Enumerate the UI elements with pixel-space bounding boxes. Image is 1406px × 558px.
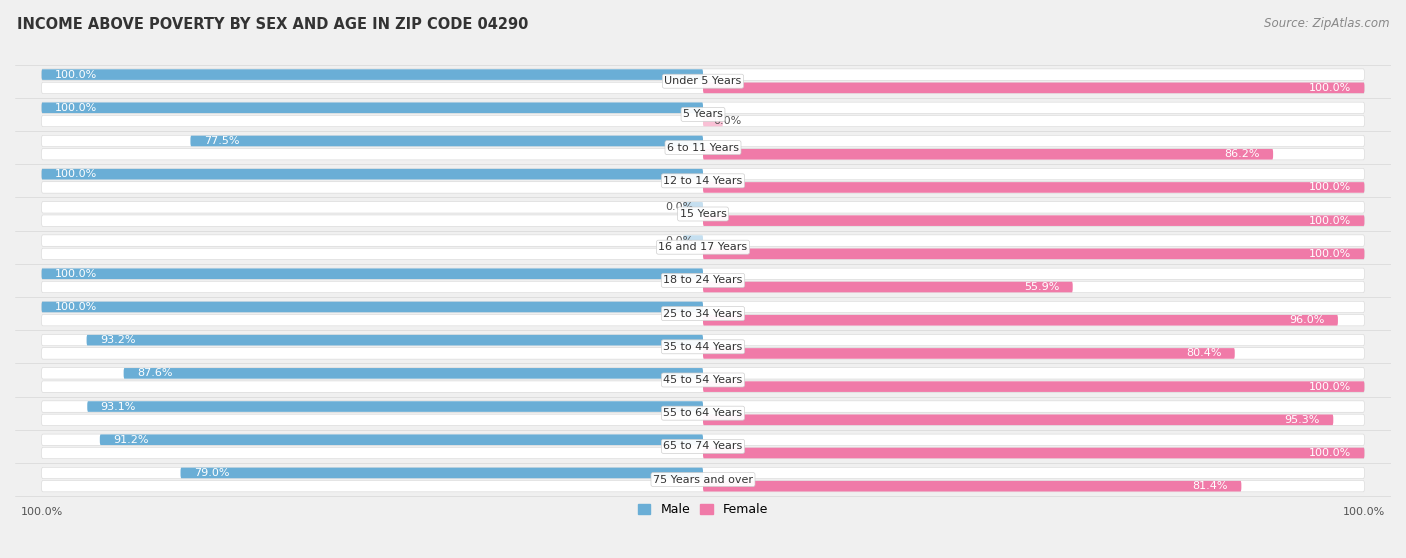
FancyBboxPatch shape — [42, 348, 1364, 359]
Text: 100.0%: 100.0% — [1309, 215, 1351, 225]
Text: Source: ZipAtlas.com: Source: ZipAtlas.com — [1264, 17, 1389, 30]
Text: 12 to 14 Years: 12 to 14 Years — [664, 176, 742, 186]
FancyBboxPatch shape — [42, 248, 1364, 259]
FancyBboxPatch shape — [42, 381, 1364, 392]
FancyBboxPatch shape — [180, 468, 703, 478]
FancyBboxPatch shape — [190, 136, 703, 146]
Text: 100.0%: 100.0% — [55, 302, 97, 312]
FancyBboxPatch shape — [42, 182, 1364, 193]
FancyBboxPatch shape — [42, 102, 1364, 113]
Text: 81.4%: 81.4% — [1192, 481, 1227, 491]
FancyBboxPatch shape — [42, 334, 1364, 346]
FancyBboxPatch shape — [42, 414, 1364, 425]
Text: 93.1%: 93.1% — [100, 402, 136, 412]
FancyBboxPatch shape — [42, 480, 1364, 492]
FancyBboxPatch shape — [87, 335, 703, 345]
FancyBboxPatch shape — [42, 448, 1364, 459]
FancyBboxPatch shape — [42, 301, 1364, 312]
FancyBboxPatch shape — [42, 302, 703, 312]
Text: 96.0%: 96.0% — [1289, 315, 1324, 325]
FancyBboxPatch shape — [683, 235, 703, 246]
FancyBboxPatch shape — [87, 401, 703, 412]
FancyBboxPatch shape — [42, 401, 1364, 412]
Text: 100.0%: 100.0% — [55, 70, 97, 80]
FancyBboxPatch shape — [703, 116, 723, 126]
Text: 45 to 54 Years: 45 to 54 Years — [664, 375, 742, 385]
FancyBboxPatch shape — [703, 83, 1364, 93]
Text: 87.6%: 87.6% — [136, 368, 173, 378]
FancyBboxPatch shape — [703, 149, 1272, 160]
Text: 95.3%: 95.3% — [1285, 415, 1320, 425]
FancyBboxPatch shape — [703, 182, 1364, 193]
FancyBboxPatch shape — [42, 281, 1364, 293]
FancyBboxPatch shape — [100, 435, 703, 445]
Text: 65 to 74 Years: 65 to 74 Years — [664, 441, 742, 451]
Text: 55.9%: 55.9% — [1024, 282, 1060, 292]
FancyBboxPatch shape — [703, 481, 1241, 492]
FancyBboxPatch shape — [703, 315, 1339, 325]
FancyBboxPatch shape — [124, 368, 703, 379]
Legend: Male, Female: Male, Female — [633, 498, 773, 521]
Text: 0.0%: 0.0% — [665, 203, 693, 213]
FancyBboxPatch shape — [42, 169, 1364, 180]
Text: 100.0%: 100.0% — [1309, 249, 1351, 259]
Text: 15 Years: 15 Years — [679, 209, 727, 219]
FancyBboxPatch shape — [42, 268, 703, 279]
FancyBboxPatch shape — [683, 202, 703, 213]
FancyBboxPatch shape — [703, 348, 1234, 359]
FancyBboxPatch shape — [42, 215, 1364, 227]
Text: 91.2%: 91.2% — [112, 435, 149, 445]
Text: 100.0%: 100.0% — [1309, 382, 1351, 392]
FancyBboxPatch shape — [703, 448, 1364, 458]
FancyBboxPatch shape — [42, 148, 1364, 160]
FancyBboxPatch shape — [42, 268, 1364, 280]
Text: 93.2%: 93.2% — [100, 335, 135, 345]
Text: 100.0%: 100.0% — [1309, 182, 1351, 193]
Text: 79.0%: 79.0% — [194, 468, 229, 478]
Text: 55 to 64 Years: 55 to 64 Years — [664, 408, 742, 418]
FancyBboxPatch shape — [703, 248, 1364, 259]
FancyBboxPatch shape — [703, 415, 1333, 425]
FancyBboxPatch shape — [42, 169, 703, 180]
FancyBboxPatch shape — [703, 282, 1073, 292]
FancyBboxPatch shape — [42, 82, 1364, 94]
Text: 80.4%: 80.4% — [1187, 348, 1222, 358]
Text: 25 to 34 Years: 25 to 34 Years — [664, 309, 742, 319]
Text: 86.2%: 86.2% — [1225, 149, 1260, 159]
FancyBboxPatch shape — [703, 215, 1364, 226]
Text: 5 Years: 5 Years — [683, 109, 723, 119]
Text: 100.0%: 100.0% — [1309, 83, 1351, 93]
FancyBboxPatch shape — [42, 69, 1364, 80]
Text: 100.0%: 100.0% — [55, 103, 97, 113]
Text: 35 to 44 Years: 35 to 44 Years — [664, 342, 742, 352]
Text: 100.0%: 100.0% — [1309, 448, 1351, 458]
FancyBboxPatch shape — [42, 202, 1364, 213]
Text: Under 5 Years: Under 5 Years — [665, 76, 741, 86]
Text: 77.5%: 77.5% — [204, 136, 239, 146]
Text: 18 to 24 Years: 18 to 24 Years — [664, 276, 742, 285]
Text: 16 and 17 Years: 16 and 17 Years — [658, 242, 748, 252]
Text: INCOME ABOVE POVERTY BY SEX AND AGE IN ZIP CODE 04290: INCOME ABOVE POVERTY BY SEX AND AGE IN Z… — [17, 17, 529, 32]
FancyBboxPatch shape — [42, 116, 1364, 127]
Text: 100.0%: 100.0% — [55, 169, 97, 179]
FancyBboxPatch shape — [42, 136, 1364, 147]
FancyBboxPatch shape — [42, 103, 703, 113]
Text: 0.0%: 0.0% — [665, 235, 693, 246]
Text: 0.0%: 0.0% — [713, 116, 741, 126]
FancyBboxPatch shape — [42, 69, 703, 80]
FancyBboxPatch shape — [42, 368, 1364, 379]
Text: 75 Years and over: 75 Years and over — [652, 474, 754, 484]
FancyBboxPatch shape — [42, 315, 1364, 326]
FancyBboxPatch shape — [42, 235, 1364, 246]
Text: 6 to 11 Years: 6 to 11 Years — [666, 143, 740, 152]
Text: 100.0%: 100.0% — [55, 269, 97, 279]
FancyBboxPatch shape — [42, 467, 1364, 479]
FancyBboxPatch shape — [703, 381, 1364, 392]
FancyBboxPatch shape — [42, 434, 1364, 445]
